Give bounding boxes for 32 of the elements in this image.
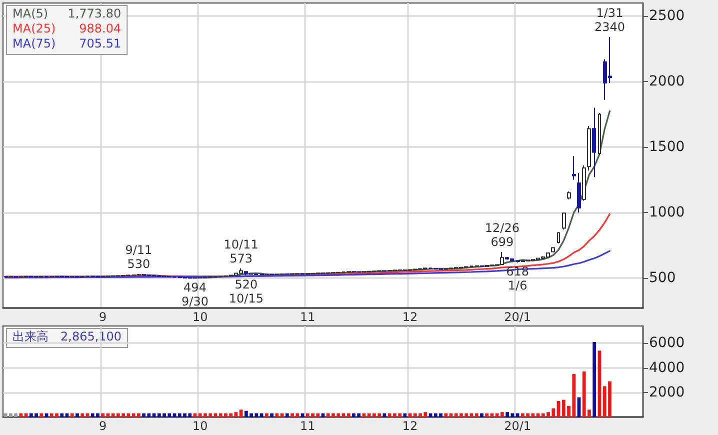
y-tick-label: 1000 xyxy=(649,204,685,220)
x-tick-label: 11 xyxy=(300,310,316,324)
annotation: 988.04 xyxy=(79,22,122,36)
y-tick-label: 500 xyxy=(649,270,676,286)
y-tick-label: 2500 xyxy=(649,8,685,24)
y-tick-label: 2000 xyxy=(649,384,685,400)
x-tick-label: 9 xyxy=(99,419,107,433)
y-tick-label: 6000 xyxy=(649,335,685,352)
y-tick-label: 4000 xyxy=(649,360,685,376)
annotation: 494 9/30 xyxy=(182,280,208,309)
annotation: 2,865,100 xyxy=(60,330,122,344)
text: MA(5) xyxy=(12,6,48,20)
y-tick-label: 2000 xyxy=(649,74,685,90)
x-tick-label: 10 xyxy=(192,310,208,324)
x-tick-label: 12 xyxy=(402,419,418,433)
annotation: 1,773.80 xyxy=(68,6,122,20)
text: MA(25) xyxy=(12,22,56,36)
annotation: 10/11 573 xyxy=(224,237,258,266)
x-tick-label: 9 xyxy=(99,310,107,324)
annotation: 12/26 699 xyxy=(484,220,520,249)
text: MA(75) xyxy=(12,36,56,50)
x-tick-label: 12 xyxy=(402,310,418,324)
annotation: 1/31 2340 xyxy=(594,6,625,34)
x-tick-label: 11 xyxy=(300,419,316,433)
annotation: 520 10/15 xyxy=(228,277,264,306)
x-tick-label: 20/1 xyxy=(504,310,532,324)
x-tick-label: 20/1 xyxy=(504,419,532,433)
annotation: 9/11 530 xyxy=(125,242,152,271)
text: 出来高 xyxy=(12,330,48,344)
y-tick-label: 1500 xyxy=(649,138,685,155)
x-tick-label: 10 xyxy=(192,419,208,433)
annotation: 705.51 xyxy=(79,36,122,50)
